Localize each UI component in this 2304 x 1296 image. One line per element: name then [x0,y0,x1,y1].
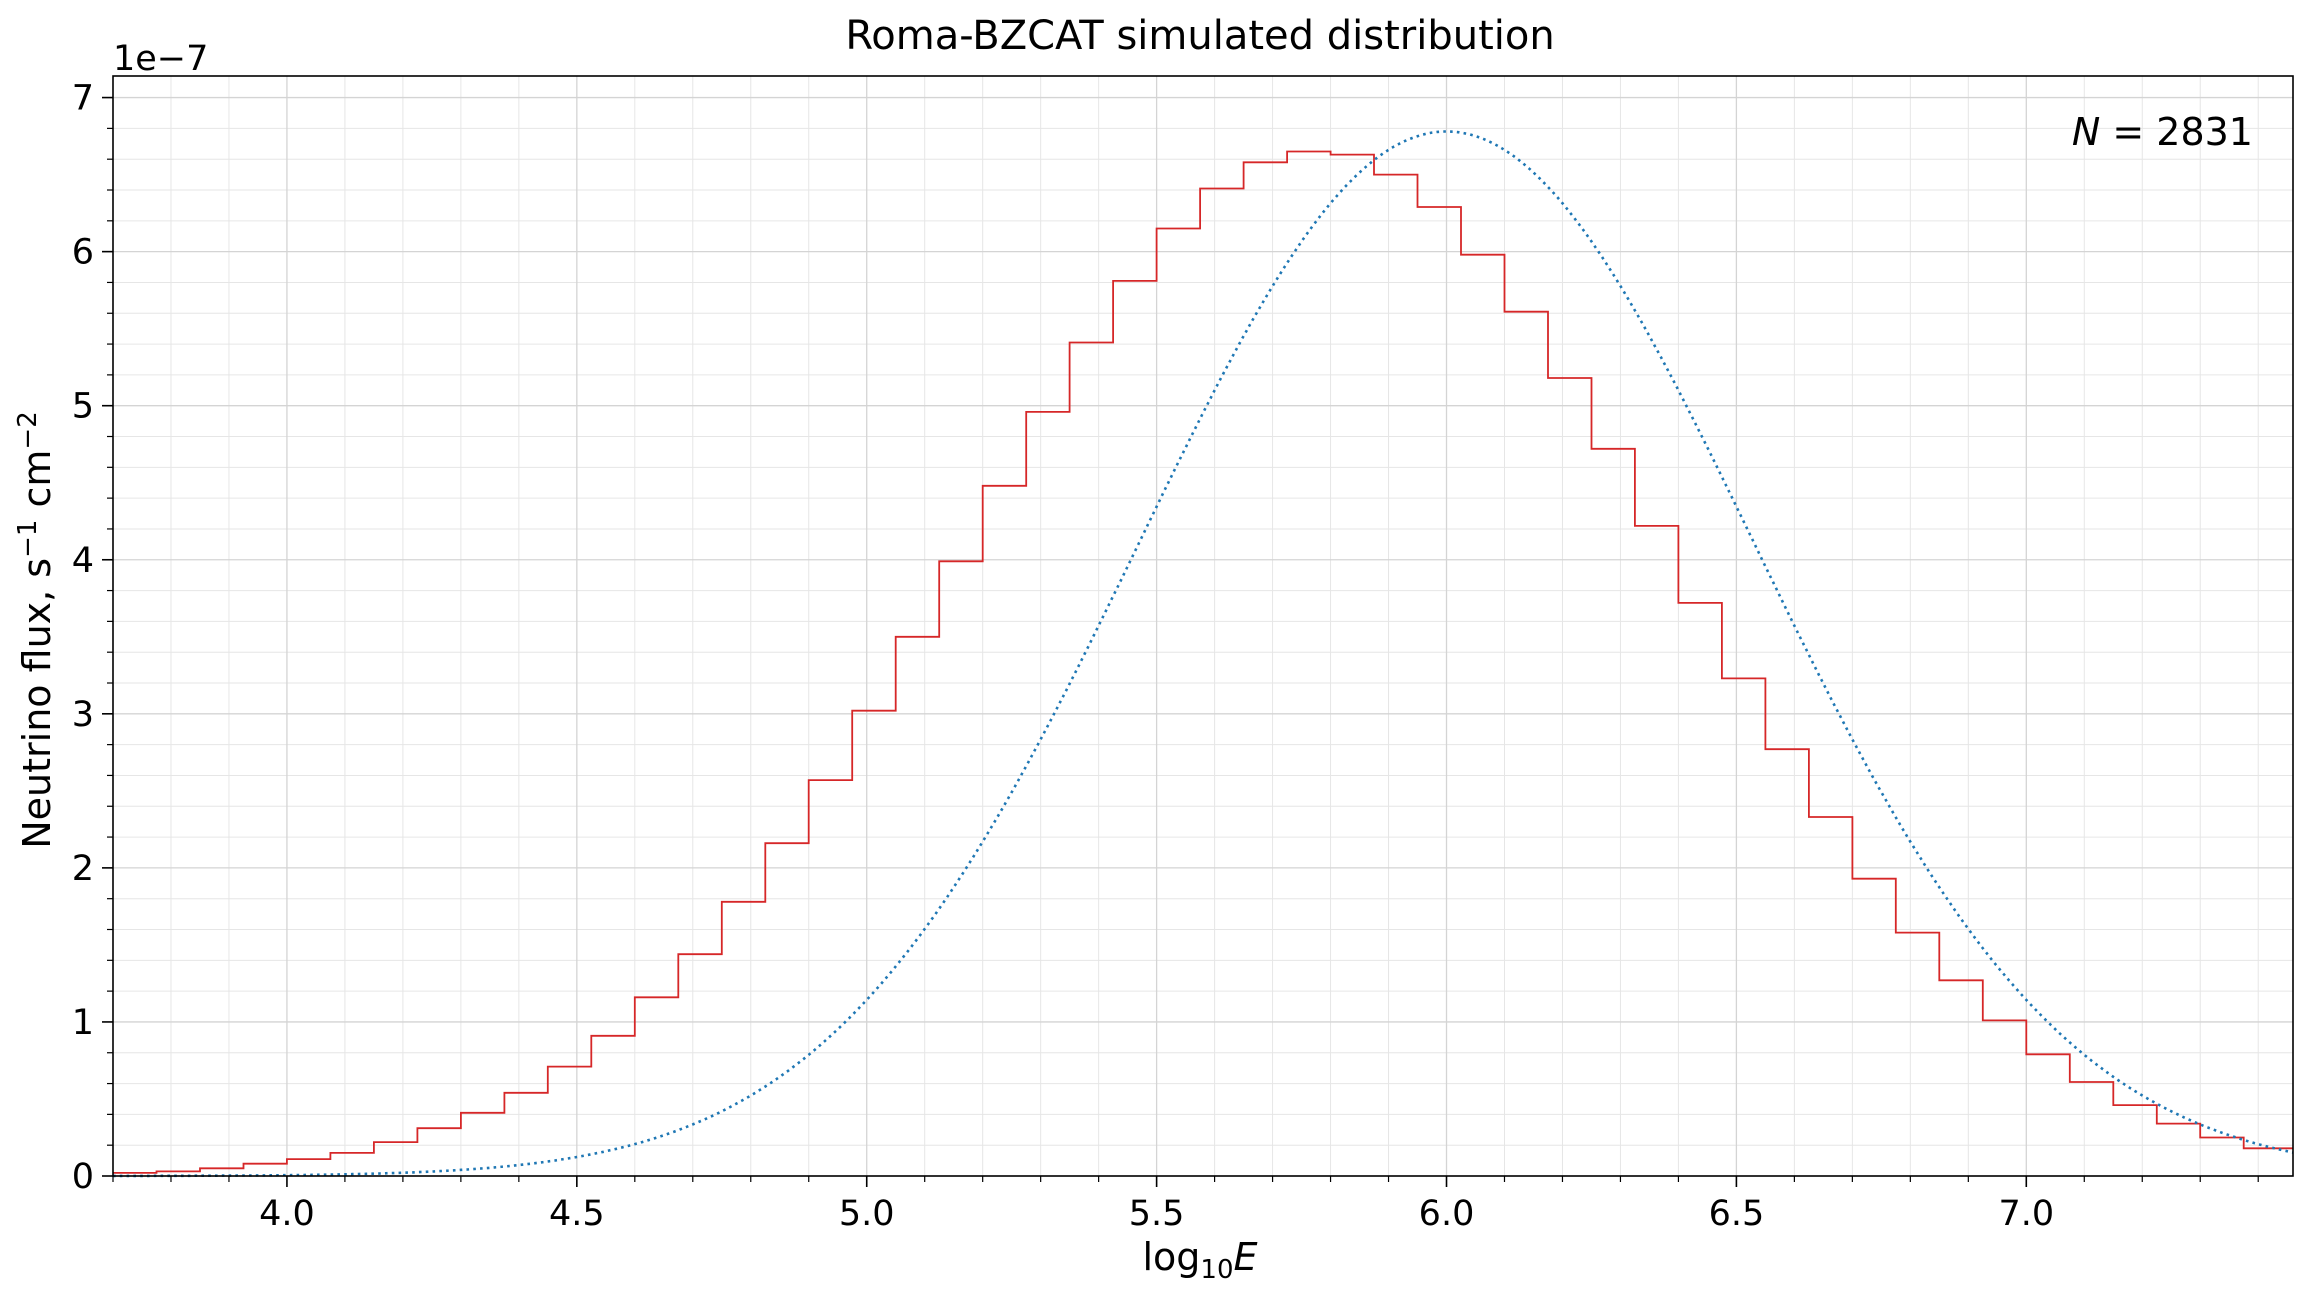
minor-grid [112,76,2293,1176]
axis-ticks: 4.0 4.5 5.0 5.5 6.0 6.5 7.0 0 1 2 3 4 5 6 7 [72,79,2259,1234]
y-tick-label: 5 [72,387,94,427]
y-tick-label: 7 [72,79,94,119]
y-tick-label: 2 [72,849,94,889]
x-tick-label: 4.5 [549,1194,605,1234]
plot-frame [112,75,2294,1177]
x-axis-label: log10E [1142,1235,1257,1285]
y-tick-label: 0 [72,1157,94,1197]
y-axis-label: Neutrino flux, s−1 cm−2 [13,411,59,849]
gaussian-curve [113,130,2294,1178]
annotation-n: N = 2831 [2072,110,2253,154]
y-tick-label: 6 [72,233,94,273]
major-grid [113,76,2293,1177]
y-tick-label: 4 [72,541,94,581]
x-tick-label: 5.0 [839,1194,895,1234]
y-tick-label: 1 [72,1003,94,1043]
x-tick-label: 6.0 [1419,1194,1475,1234]
x-tick-label: 7.0 [1998,1194,2054,1234]
series-layer [113,130,2294,1178]
x-tick-label: 4.0 [259,1194,315,1234]
y-tick-label: 3 [72,695,94,735]
y-offset-text: 1e−7 [113,39,208,79]
x-tick-label: 6.5 [1709,1194,1765,1234]
chart-title: Roma-BZCAT simulated distribution [845,13,1554,59]
x-tick-label: 5.5 [1129,1194,1185,1234]
histogram-step-line [113,150,2293,1174]
